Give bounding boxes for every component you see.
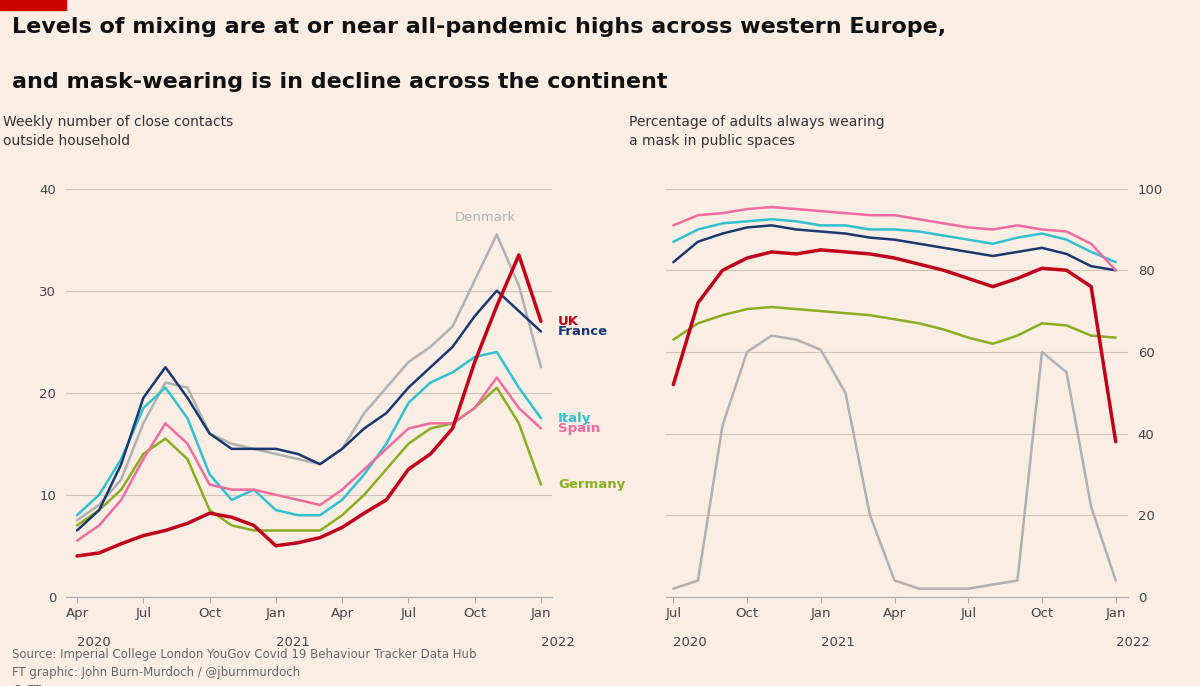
Text: Germany: Germany [558,478,625,491]
Text: Italy: Italy [558,412,592,425]
Text: Spain: Spain [558,422,600,435]
Text: Levels of mixing are at or near all-pandemic highs across western Europe,: Levels of mixing are at or near all-pand… [12,17,946,37]
Text: Weekly number of close contacts
outside household: Weekly number of close contacts outside … [2,115,233,147]
Text: 2022: 2022 [541,636,575,649]
Text: 2020: 2020 [77,636,110,649]
Text: 2020: 2020 [673,636,707,649]
Text: Percentage of adults always wearing
a mask in public spaces: Percentage of adults always wearing a ma… [629,115,884,147]
Text: 2021: 2021 [276,636,310,649]
Text: and mask-wearing is in decline across the continent: and mask-wearing is in decline across th… [12,72,667,92]
Text: 2021: 2021 [821,636,854,649]
Text: UK: UK [558,315,580,328]
Text: France: France [558,325,608,338]
Text: Denmark: Denmark [455,211,516,224]
Text: 2022: 2022 [1116,636,1150,649]
Text: Source: Imperial College London YouGov Covid 19 Behaviour Tracker Data Hub
FT gr: Source: Imperial College London YouGov C… [12,648,476,686]
